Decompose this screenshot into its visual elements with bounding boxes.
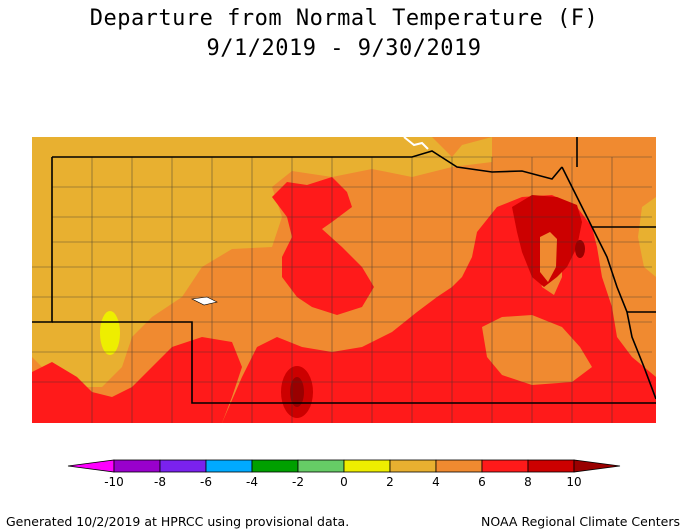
legend-swatch: [113, 459, 161, 473]
band-8-10-inner-orange: [540, 232, 557, 282]
legend-swatch: [159, 459, 207, 473]
band-0-2-yellow-spot: [100, 311, 120, 355]
color-legend: -10 -8 -6 -4 -2 0 2 4 6 8 10: [67, 459, 621, 489]
band-4-6-pocket-east: [482, 315, 592, 385]
legend-swatch: [297, 459, 345, 473]
legend-swatch: [205, 459, 253, 473]
band-6-8-north-center: [272, 177, 374, 315]
legend-arrow-low: [67, 459, 115, 473]
legend-tick-label: -10: [104, 475, 124, 489]
legend-tick-label: 0: [340, 475, 348, 489]
temperature-departure-map: [32, 137, 656, 423]
legend-tick-label: 6: [478, 475, 486, 489]
legend-swatch: [527, 459, 575, 473]
band-6-8-southwest: [32, 337, 242, 423]
generated-note: Generated 10/2/2019 at HPRCC using provi…: [6, 514, 350, 529]
date-range: 9/1/2019 - 9/30/2019: [206, 36, 482, 61]
legend-tick-label: 4: [432, 475, 440, 489]
legend-tick-label: -4: [246, 475, 258, 489]
legend-swatch: [343, 459, 391, 473]
map-title: Departure from Normal Temperature (F): [89, 6, 599, 31]
legend-swatch: [481, 459, 529, 473]
legend-tick-label: -6: [200, 475, 212, 489]
band-2-4-west: [32, 137, 492, 387]
legend-tick-label: 8: [524, 475, 532, 489]
legend-tick-label: 2: [386, 475, 394, 489]
band-above-10-northeast: [575, 240, 585, 258]
legend-tick-label: -2: [292, 475, 304, 489]
legend-swatch: [251, 459, 299, 473]
state-boundaries: [32, 137, 656, 404]
band-above-10-south: [290, 377, 304, 407]
reservoir-icon: [403, 137, 429, 150]
legend-swatch: [435, 459, 483, 473]
lake-icon: [190, 296, 218, 306]
legend-swatch: [389, 459, 437, 473]
source-credit: NOAA Regional Climate Centers: [481, 514, 680, 529]
legend-tick-label: -8: [154, 475, 166, 489]
county-boundaries: [32, 156, 652, 423]
legend-arrow-high: [573, 459, 621, 473]
legend-tick-label: 10: [566, 475, 581, 489]
